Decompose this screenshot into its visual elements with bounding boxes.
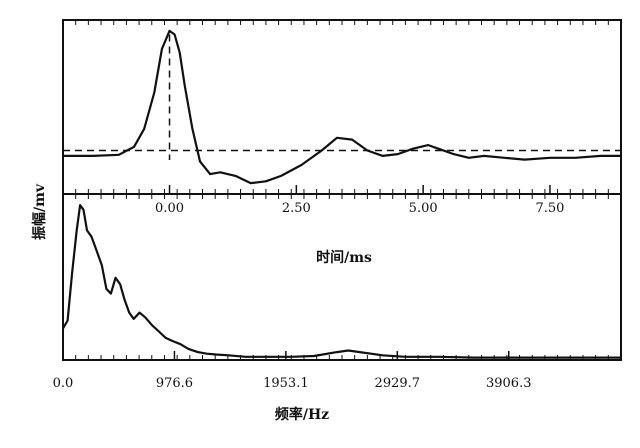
x-tick-label: 0.0: [53, 376, 74, 391]
x-tick-label: 1953.1: [263, 376, 309, 391]
bottom-plot-frame: [62, 193, 622, 361]
x-tick-label: 3906.3: [486, 376, 532, 391]
x-tick-label: 2.50: [282, 201, 311, 216]
frequency-spectrum-line: [62, 204, 621, 359]
y-axis-label: 振幅/mv: [31, 183, 48, 240]
x-tick-label: 2929.7: [375, 376, 421, 391]
bottom-x-axis-label: 频率/Hz: [275, 406, 329, 423]
x-tick-label: 976.6: [156, 376, 193, 391]
bottom-plot: 0.0 976.6 1953.1 2929.7 3906.3: [53, 194, 621, 391]
top-plot: 0.00 2.50 5.00 7.50: [63, 20, 621, 216]
time-signal-line: [63, 29, 621, 185]
x-tick-label: 7.50: [536, 201, 565, 216]
x-tick-label: 5.00: [409, 201, 438, 216]
top-plot-frame: [62, 19, 622, 195]
x-tick-label: 0.00: [155, 201, 184, 216]
top-x-axis-label: 时间/ms: [316, 249, 372, 266]
